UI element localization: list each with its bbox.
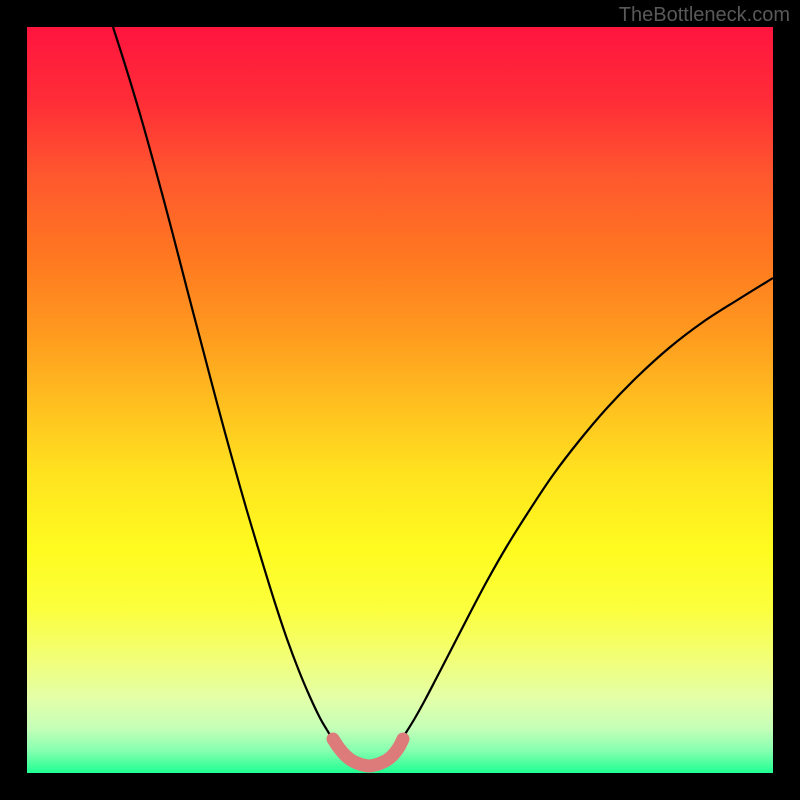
curves-layer — [27, 27, 773, 773]
left-curve — [113, 27, 333, 740]
highlight-curve — [333, 739, 403, 766]
watermark-text: TheBottleneck.com — [619, 4, 790, 27]
right-curve — [401, 278, 773, 740]
plot-area — [27, 27, 773, 773]
